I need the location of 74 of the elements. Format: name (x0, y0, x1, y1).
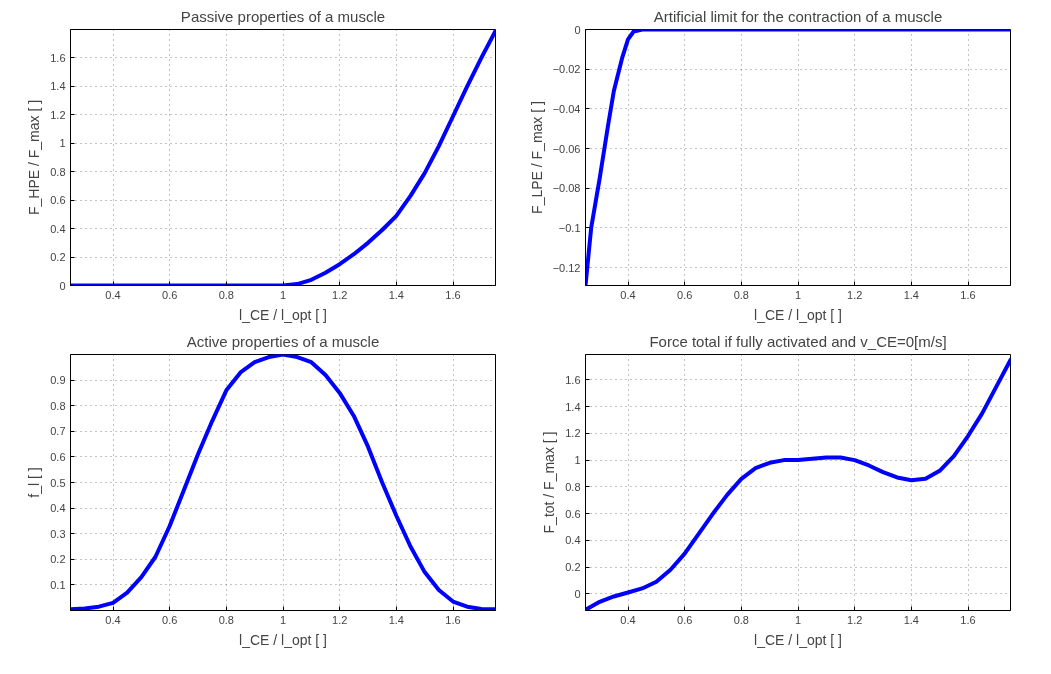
y-tick-label: 0.8 (565, 480, 581, 493)
x-tick-label: 0.6 (677, 613, 693, 626)
x-tick-label: 1 (279, 288, 287, 301)
x-tick-label: 1.6 (960, 288, 976, 301)
x-axis-title: l_CE / l_opt [ ] (754, 306, 842, 323)
x-tick-label: 1.4 (903, 613, 919, 626)
x-tick-label: 1.2 (847, 288, 863, 301)
chart-title: Artificial limit for the contraction of a muscle (653, 7, 943, 25)
x-tick-label: 1.2 (332, 288, 348, 301)
x-tick-label: 0.4 (620, 288, 636, 301)
y-tick-label: −0.1 (558, 221, 581, 234)
y-tick-label: 0.8 (50, 165, 66, 178)
y-tick-label: 1.2 (565, 427, 581, 440)
x-tick-label: 1.4 (903, 288, 919, 301)
x-tick-label: 0.6 (677, 288, 693, 301)
x-tick-label: 0.8 (218, 613, 234, 626)
y-tick-label: 0.2 (565, 561, 581, 574)
x-tick-label: 1.2 (332, 613, 348, 626)
y-tick-label: 1.4 (50, 80, 66, 93)
y-tick-label: −0.08 (552, 182, 581, 195)
x-tick-label: 0.4 (105, 288, 121, 301)
y-tick-label: 0.4 (50, 222, 66, 235)
x-tick-label: 1 (279, 613, 287, 626)
y-tick-label: 0.5 (50, 476, 66, 489)
x-tick-label: 0.8 (218, 288, 234, 301)
y-tick-label: 0.2 (50, 251, 66, 264)
y-tick-label: 0.6 (50, 194, 66, 207)
y-tick-label: −0.12 (552, 261, 581, 274)
y-tick-label: 0 (59, 279, 66, 292)
y-tick-label: −0.02 (552, 63, 581, 76)
y-tick-label: 1.6 (565, 373, 581, 386)
y-tick-label: 0.6 (50, 450, 66, 463)
x-axis-title: l_CE / l_opt [ ] (754, 631, 842, 648)
y-tick-label: 0.4 (50, 502, 66, 515)
x-tick-label: 1.2 (847, 613, 863, 626)
y-axis-title: F_tot / F_max [ ] (541, 431, 558, 534)
x-tick-label: 1.6 (960, 613, 976, 626)
y-tick-label: 0.8 (50, 399, 66, 412)
y-tick-label: 1 (574, 454, 581, 467)
x-tick-label: 0.8 (733, 613, 749, 626)
x-axis-title: l_CE / l_opt [ ] (239, 631, 327, 648)
y-axis-title: F_HPE / F_max [ ] (26, 99, 43, 216)
y-tick-label: 0.1 (50, 578, 66, 591)
x-tick-label: 1.4 (388, 288, 404, 301)
x-tick-label: 1.4 (388, 613, 404, 626)
y-tick-label: 1.2 (50, 108, 66, 121)
y-tick-label: 1 (59, 137, 66, 150)
y-tick-label: 0 (574, 23, 581, 36)
y-tick-label: 0.4 (565, 534, 581, 547)
y-axis-title: F_LPE / F_max [ ] (528, 101, 545, 214)
x-tick-label: 0.4 (105, 613, 121, 626)
x-tick-label: 1 (794, 613, 802, 626)
y-tick-label: 1.4 (565, 400, 581, 413)
chart-title: Force total if fully activated and v_CE=0[m/s] (649, 332, 947, 350)
y-tick-label: 1.6 (50, 51, 66, 64)
chart-title: Active properties of a muscle (186, 332, 380, 350)
y-tick-label: −0.06 (552, 142, 581, 155)
x-axis-title: l_CE / l_opt [ ] (239, 306, 327, 323)
x-tick-label: 1 (794, 288, 802, 301)
chart-title: Passive properties of a muscle (180, 7, 386, 25)
y-tick-label: 0.3 (50, 527, 66, 540)
x-tick-label: 1.6 (445, 288, 461, 301)
x-tick-label: 0.4 (620, 613, 636, 626)
x-tick-label: 0.6 (162, 613, 178, 626)
y-tick-label: −0.04 (552, 102, 581, 115)
y-tick-label: 0.9 (50, 374, 66, 387)
y-tick-label: 0.7 (50, 425, 66, 438)
y-axis-title: f_l [ ] (26, 467, 43, 498)
y-tick-label: 0.2 (50, 553, 66, 566)
y-tick-label: 0.6 (565, 507, 581, 520)
x-tick-label: 0.6 (162, 288, 178, 301)
y-tick-label: 0 (574, 587, 581, 600)
x-tick-label: 0.8 (733, 288, 749, 301)
x-tick-label: 1.6 (445, 613, 461, 626)
